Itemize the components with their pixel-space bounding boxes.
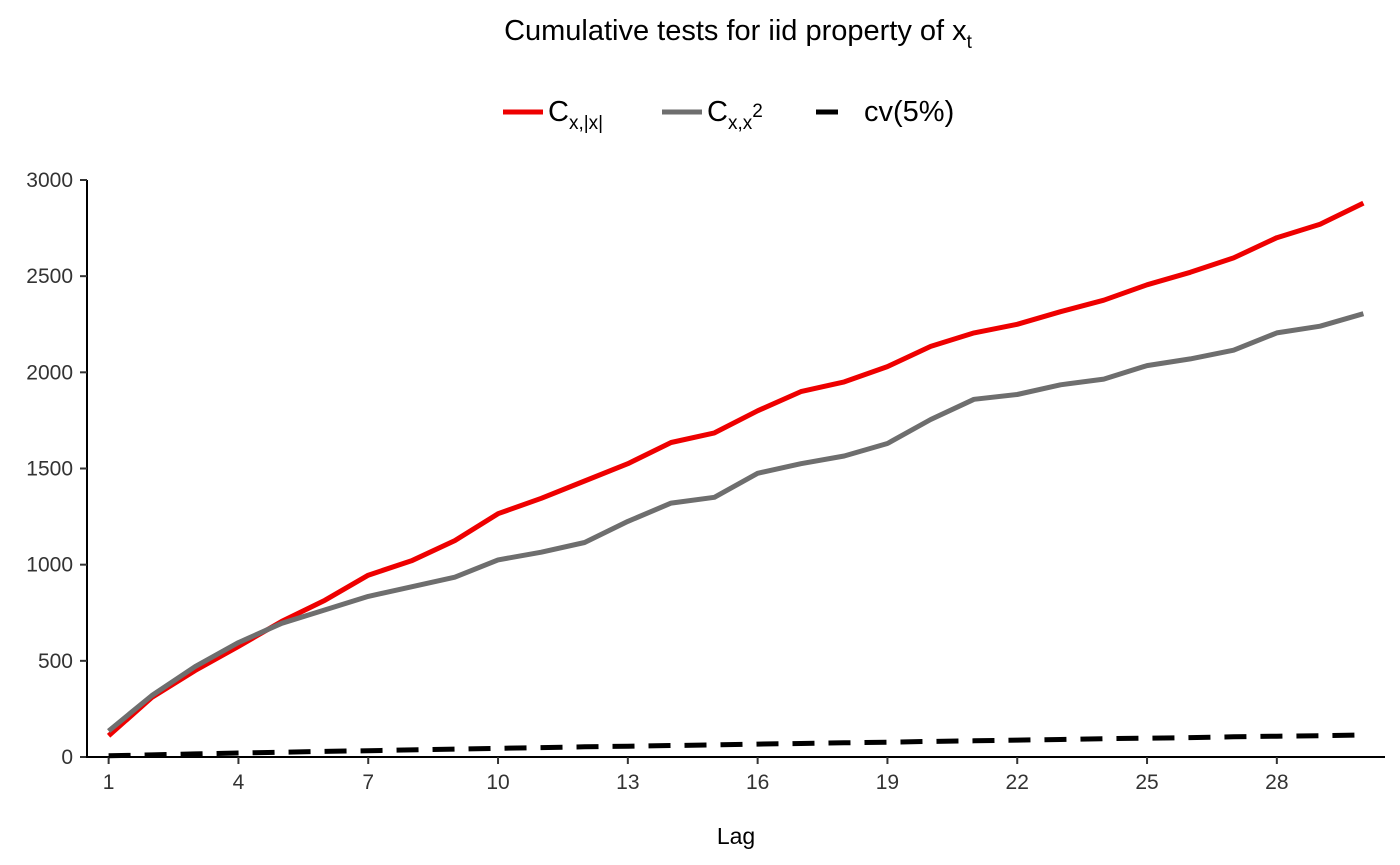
legend-label-series-3: cv(5%): [864, 96, 954, 128]
x-tick-label-28: 28: [1265, 771, 1288, 794]
legend-label-series-2: C: [707, 96, 728, 128]
legend-label-series-1: C: [548, 96, 569, 128]
y-tick-label-2000: 2000: [26, 361, 73, 384]
x-tick-label-13: 13: [616, 771, 639, 794]
svg-text:Cx,|x|: Cx,|x|: [548, 96, 603, 134]
x-tick-label-1: 1: [103, 771, 115, 794]
chart-title-subscript: t: [967, 32, 973, 53]
y-axis: 0 500 1000 1500 2000 2500 3000: [26, 169, 88, 769]
legend-label-series-2-superscript: 2: [752, 101, 763, 122]
y-tick-label-500: 500: [38, 650, 73, 673]
y-tick-label-3000: 3000: [26, 169, 73, 192]
x-tick-label-19: 19: [876, 771, 899, 794]
legend-item-series-3: cv(5%): [816, 96, 954, 128]
legend-label-series-2-subscript: x,x: [728, 113, 753, 134]
x-tick-label-22: 22: [1006, 771, 1029, 794]
chart-title: Cumulative tests for iid property of xt: [504, 15, 973, 53]
svg-text:Cumulative tests for iid prope: Cumulative tests for iid property of xt: [504, 15, 973, 53]
legend-label-series-1-subscript: x,|x|: [569, 113, 603, 134]
y-tick-label-0: 0: [61, 746, 73, 769]
chart-title-main: Cumulative tests for iid property of x: [504, 15, 967, 47]
x-tick-label-16: 16: [746, 771, 769, 794]
y-tick-label-1500: 1500: [26, 458, 73, 481]
x-tick-label-10: 10: [486, 771, 509, 794]
series-line-2: [107, 311, 1365, 733]
x-tick-label-25: 25: [1135, 771, 1158, 794]
x-axis: 1 4 7 10 13 16 19 22 25 28: [86, 756, 1385, 794]
y-tick-label-1000: 1000: [26, 554, 73, 577]
legend: Cx,|x| Cx,x2 cv(5%): [503, 96, 954, 134]
series-line-3: [108, 732, 1364, 759]
x-tick-label-4: 4: [233, 771, 245, 794]
x-axis-title: Lag: [717, 823, 755, 849]
legend-item-series-2: Cx,x2: [662, 96, 763, 134]
y-tick-label-2500: 2500: [26, 265, 73, 288]
legend-item-series-1: Cx,|x|: [503, 96, 603, 134]
x-tick-label-7: 7: [362, 771, 374, 794]
series-layer: [106, 200, 1365, 759]
series-line-1: [106, 200, 1365, 738]
svg-text:Cx,x2: Cx,x2: [707, 96, 763, 134]
